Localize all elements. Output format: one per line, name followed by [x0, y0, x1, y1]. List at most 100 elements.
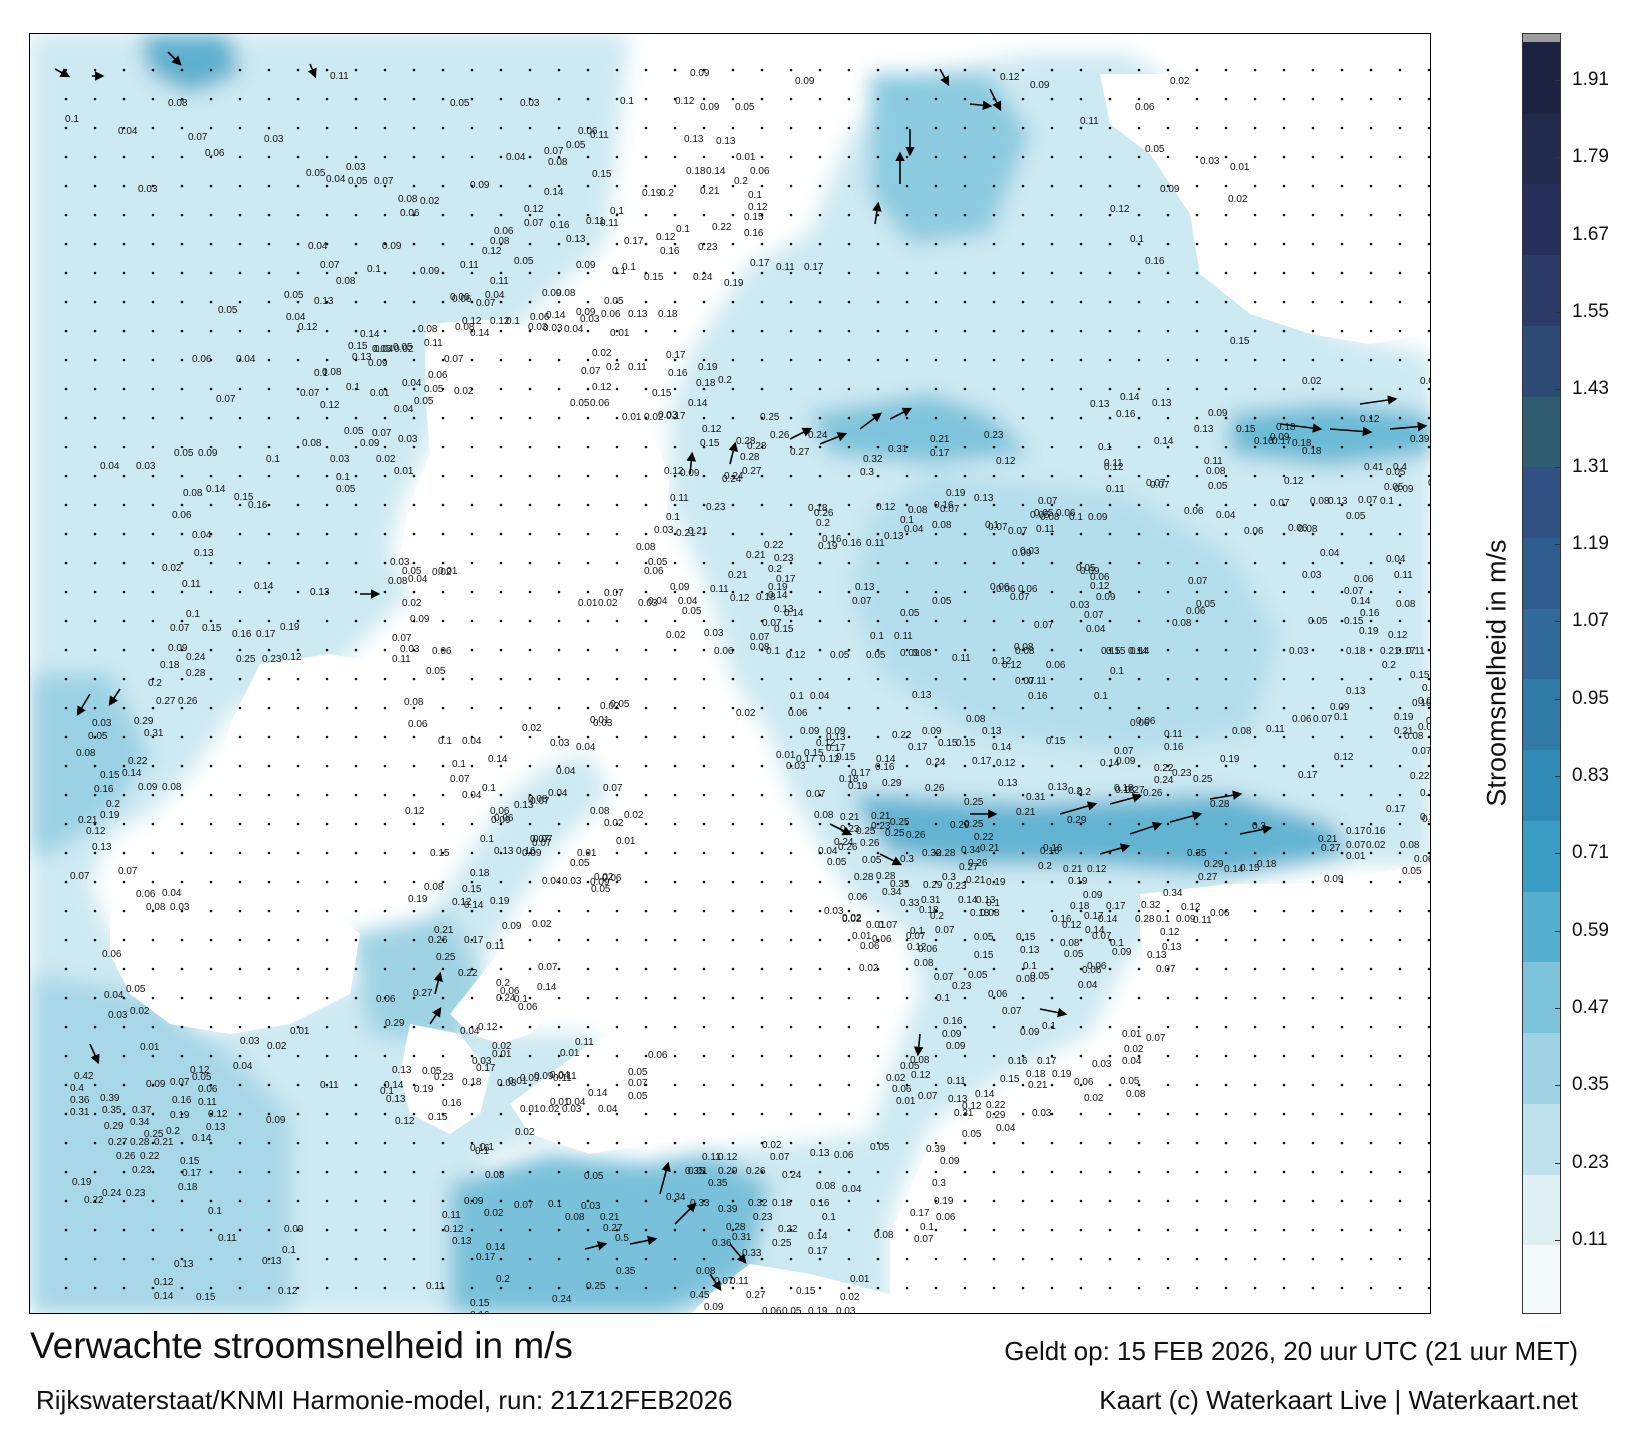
speed-label: 0.25 — [760, 412, 780, 423]
grid-dot — [1427, 242, 1430, 246]
grid-dot — [1079, 619, 1083, 623]
grid-dot — [818, 271, 822, 275]
grid-dot — [64, 155, 68, 159]
grid-dot — [1427, 126, 1430, 130]
speed-label: 0.09 — [1112, 947, 1132, 958]
grid-dot — [1253, 184, 1257, 188]
grid-dot — [441, 1228, 445, 1232]
arrow — [1209, 790, 1243, 800]
speed-label: 0.06 — [518, 1002, 538, 1013]
speed-labels: 0.11 0.090.09 0.020.120.090.10.080.040.07 0… — [65, 68, 1430, 1313]
speed-label: 0.1 — [367, 264, 381, 275]
grid-dot — [760, 1025, 764, 1029]
speed-label: 0.03 — [1289, 646, 1309, 657]
grid-dot — [122, 1141, 126, 1145]
speed-label: 0.22 — [84, 1195, 104, 1206]
speed-label: 0.12 — [208, 1109, 228, 1120]
grid-dot — [383, 706, 387, 710]
speed-label: 0.08 — [750, 642, 770, 653]
grid-dot — [789, 445, 793, 449]
grid-dot — [963, 619, 967, 623]
grid-dot — [1137, 1170, 1141, 1174]
grid-dot — [122, 300, 126, 304]
speed-label: 0.12 — [675, 96, 695, 107]
grid-dot — [1079, 503, 1083, 507]
grid-dot — [180, 1257, 184, 1261]
speed-label: 0.25 — [1193, 774, 1213, 785]
grid-dot — [325, 1170, 329, 1174]
grid-dot — [354, 1054, 358, 1058]
grid-dot — [122, 213, 126, 217]
speed-label: 0.15 — [956, 738, 976, 749]
speed-label: 0.32 — [748, 1198, 768, 1209]
map-area[interactable]: 0.11 0.09 0.09 0.02 0.12 0.09 0.1 0.08 0.04 0.07 0… — [29, 33, 1431, 1314]
speed-label: 0.21 — [78, 815, 98, 826]
arrow — [167, 51, 182, 66]
grid-dot — [644, 851, 648, 855]
speed-label: 0.06 — [601, 309, 621, 320]
grid-dot — [1311, 1286, 1315, 1290]
grid-dot — [528, 851, 532, 855]
grid-dot — [557, 1257, 561, 1261]
speed-label: 0.02 — [592, 348, 612, 359]
grid-dot — [586, 300, 590, 304]
speed-label: 0.09 — [1083, 890, 1103, 901]
grid-dot — [209, 474, 213, 478]
colorbar-tick-label: 1.79 — [1572, 146, 1609, 168]
grid-dot — [760, 561, 764, 565]
grid-dot — [615, 1112, 619, 1116]
speed-label: 0.07 — [372, 428, 392, 439]
speed-label: 0.01 — [577, 848, 597, 859]
grid-dot — [847, 1025, 851, 1029]
grid-dot — [1398, 300, 1402, 304]
grid-dot — [64, 271, 68, 275]
grid-dot — [876, 1054, 880, 1058]
speed-label: 0.07 — [1346, 840, 1366, 851]
speed-label: 0.05 — [866, 650, 886, 661]
grid-dot — [296, 938, 300, 942]
grid-dot — [1166, 793, 1170, 797]
grid-dot — [325, 590, 329, 594]
grid-dot — [789, 1170, 793, 1174]
grid-dot — [905, 909, 909, 913]
speed-label: 0.28 — [1135, 914, 1155, 925]
speed-label: 0.15 — [1410, 670, 1430, 681]
grid-dot — [615, 416, 619, 420]
speed-label: 0.23 — [434, 1072, 454, 1083]
grid-dot — [760, 68, 764, 72]
speed-label: 0.35 — [102, 1105, 122, 1116]
grid-dot — [1224, 445, 1228, 449]
grid-dot — [354, 561, 358, 565]
grid-dot — [528, 358, 532, 362]
grid-dot — [209, 677, 213, 681]
grid-dot — [847, 1257, 851, 1261]
grid-dot — [876, 909, 880, 913]
grid-dot — [760, 1170, 764, 1174]
grid-dot — [644, 155, 648, 159]
speed-label: 0.11 — [1406, 646, 1425, 657]
grid-dot — [180, 68, 184, 72]
grid-dot — [441, 126, 445, 130]
speed-label: 0.16 — [1040, 846, 1060, 857]
speed-label: 0.16 — [943, 1016, 963, 1027]
speed-label: 0.16 — [1360, 608, 1380, 619]
speed-label: 0.07 — [906, 931, 926, 942]
grid-dot — [528, 1112, 532, 1116]
grid-dot — [1166, 416, 1170, 420]
speed-label: 0.11 — [553, 1073, 572, 1084]
grid-dot — [528, 97, 532, 101]
grid-dot — [412, 764, 416, 768]
grid-dot — [1282, 155, 1286, 159]
grid-dot — [1340, 503, 1344, 507]
grid-dot — [1398, 126, 1402, 130]
grid-dot — [586, 329, 590, 333]
speed-label: 0.03 — [786, 761, 806, 772]
grid-dot — [615, 1257, 619, 1261]
grid-dot — [934, 648, 938, 652]
grid-dot — [267, 938, 271, 942]
map-title: Verwachte stroomsnelheid in m/s — [30, 1325, 573, 1366]
speed-label: 0.03 — [704, 628, 724, 639]
grid-dot — [180, 329, 184, 333]
speed-label: 0.03 — [400, 644, 420, 655]
sea-northeast — [870, 74, 1030, 244]
